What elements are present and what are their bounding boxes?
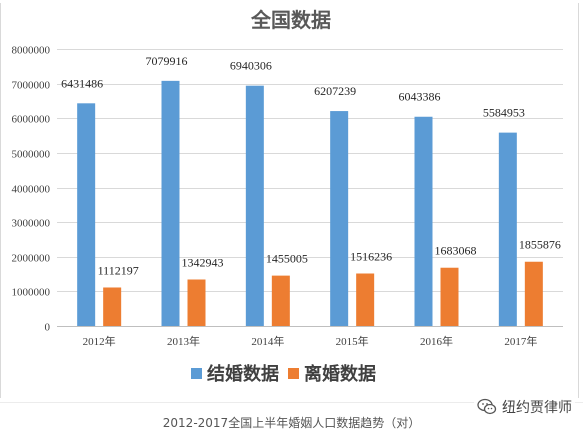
legend-swatch — [191, 368, 202, 379]
data-label: 1112197 — [98, 263, 139, 277]
y-tick-label: 5000000 — [12, 149, 51, 161]
x-tick-label: 2014年 — [251, 334, 284, 348]
y-axis-tick-labels: 0 1000000 2000000 3000000 4000000 5000000 6000… — [12, 45, 51, 334]
y-tick-label: 1000000 — [12, 287, 51, 299]
gridlines — [57, 49, 563, 292]
chart: 全国数据 0 1000000 2000000 3000000 4000000 500000… — [0, 3, 579, 398]
data-label: 6940306 — [230, 59, 272, 73]
y-tick-label: 7000000 — [12, 80, 51, 92]
legend-swatch — [288, 368, 299, 379]
data-label: 1342943 — [182, 256, 224, 270]
bars — [77, 80, 543, 327]
watermark-text: 纽约贾律师 — [502, 400, 572, 416]
x-tick-label: 2017年 — [504, 334, 537, 348]
y-tick-label: 2000000 — [12, 253, 51, 265]
bar-divorce — [524, 261, 543, 326]
data-label: 1855876 — [519, 238, 561, 252]
watermark: 纽约贾律师 — [474, 396, 575, 418]
bar-marriage — [330, 111, 349, 327]
x-tick-label: 2013年 — [167, 334, 200, 348]
y-tick-label: 8000000 — [12, 45, 51, 57]
legend-label: 结婚数据 — [207, 363, 279, 385]
x-tick-label: 2012年 — [83, 334, 116, 348]
data-labels: 6431486 1112197 7079916 1342943 6940306 14550… — [61, 54, 561, 278]
x-axis-tick-labels: 2012年 2013年 2014年 2015年 2016年 2017年 — [83, 334, 538, 348]
wechat-icon — [477, 398, 497, 415]
data-label: 1455005 — [266, 252, 308, 266]
y-tick-label: 3000000 — [12, 218, 51, 230]
y-tick-label: 4000000 — [12, 184, 51, 196]
bar-divorce — [271, 275, 290, 326]
legend-label: 离婚数据 — [304, 363, 376, 385]
bar-marriage — [414, 116, 433, 326]
data-label: 6207239 — [314, 84, 356, 98]
figure-caption: 2012-2017全国上半年婚姻人口数据趋势（对） — [162, 416, 421, 430]
bar-marriage — [77, 103, 96, 326]
bar-divorce — [187, 279, 206, 326]
legend: 结婚数据 离婚数据 — [191, 363, 376, 385]
y-tick-label: 6000000 — [12, 114, 51, 126]
y-tick-label: 0 — [45, 322, 51, 334]
data-label: 6431486 — [61, 76, 103, 90]
bar-divorce — [356, 273, 375, 326]
bar-marriage — [161, 80, 180, 326]
x-tick-label: 2016年 — [420, 334, 453, 348]
bar-marriage — [245, 85, 264, 327]
x-tick-label: 2015年 — [336, 334, 369, 348]
data-label: 6043386 — [399, 90, 441, 104]
data-label: 5584953 — [483, 106, 525, 120]
chart-title: 全国数据 — [250, 8, 331, 32]
bar-divorce — [103, 287, 122, 326]
data-label: 1683068 — [435, 244, 477, 258]
data-label: 7079916 — [146, 54, 188, 68]
bar-marriage — [498, 132, 517, 326]
data-label: 1516236 — [350, 250, 392, 264]
bar-divorce — [440, 267, 459, 326]
